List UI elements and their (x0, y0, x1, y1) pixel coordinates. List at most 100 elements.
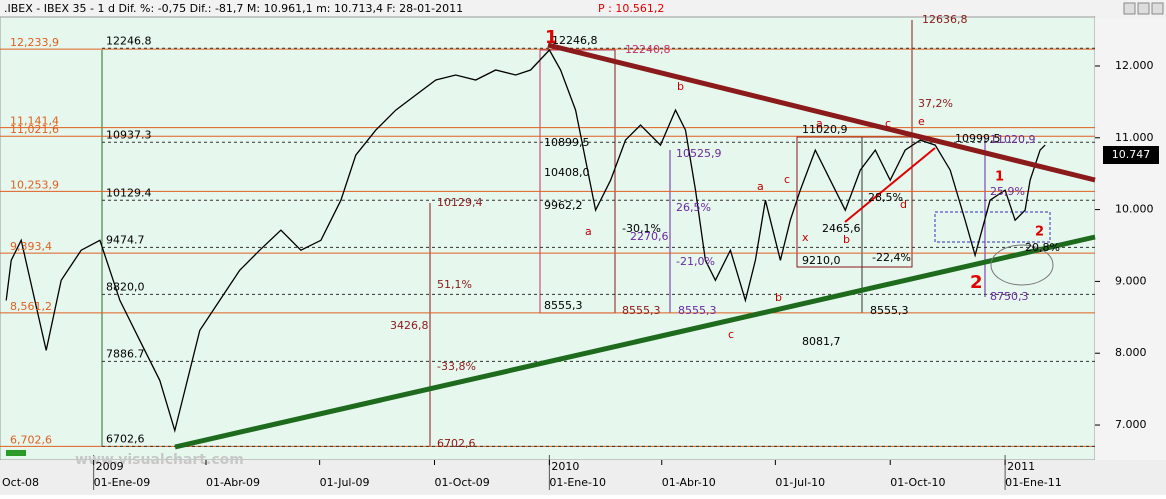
annotation: 11020,9 (990, 133, 1036, 146)
window-button[interactable] (1151, 2, 1164, 15)
x-tick-label: 01-Ene-10 (549, 476, 606, 489)
level-label: 6,702,6 (10, 433, 52, 446)
level-label: 8,561,2 (10, 300, 52, 313)
x-axis-area (0, 460, 1166, 495)
x-tick-label: Oct-08 (2, 476, 39, 489)
annotation: -21,0% (676, 255, 715, 268)
x-tick-label: 01-Oct-09 (435, 476, 490, 489)
price-layer (5, 48, 1046, 434)
fib-label: 8820,0 (106, 280, 145, 293)
last-price: 10.747 (1112, 148, 1151, 161)
fib-label: 10937.3 (106, 128, 152, 141)
y-axis-area (1095, 17, 1166, 460)
annotation: 9210,0 (802, 254, 841, 267)
support-line (174, 234, 1096, 450)
annotation: 8750,3 (990, 290, 1029, 303)
annotation: 8555,3 (544, 299, 583, 312)
annotation: 10899,5 (544, 136, 590, 149)
resistance-line (547, 42, 1096, 183)
last-price-box (1103, 146, 1159, 164)
annotation: 12240,8 (625, 43, 671, 56)
annotation: c (728, 328, 734, 341)
year-label: 2010 (551, 460, 579, 473)
highlight-ellipse (990, 244, 1054, 286)
annotation: b (843, 233, 850, 246)
annotation: 9962,2 (544, 199, 583, 212)
annotation: 10525,9 (676, 147, 722, 160)
annotation: a (585, 225, 592, 238)
annotation: d (900, 198, 907, 211)
annotation: 1 (995, 170, 1004, 185)
annotation: -22,4% (872, 251, 911, 264)
x-tick-label: 01-Ene-11 (1005, 476, 1062, 489)
watermark: www.visualchart.com (75, 452, 244, 468)
annotation: 8555,3 (678, 304, 717, 317)
annotation: 25,9% (990, 185, 1025, 198)
annotation: 26,5% (676, 201, 711, 214)
y-tick-label: 12.000 (1115, 59, 1154, 72)
x-tick-label: 01-Ene-09 (94, 476, 151, 489)
y-tick-label: 8.000 (1115, 346, 1147, 359)
annotation: 8081,7 (802, 335, 841, 348)
annotation: 2 (1035, 225, 1044, 240)
annotation: 2270,6 (630, 230, 669, 243)
indicator (6, 450, 26, 456)
annotation: c (885, 117, 891, 130)
annotation: 10129,4 (437, 196, 483, 209)
header-title: .IBEX - IBEX 35 - 1 d Dif. %: -0,75 Dif.… (4, 2, 463, 15)
window-button[interactable] (1137, 2, 1150, 15)
annotation: a (816, 117, 823, 130)
y-tick-label: 9.000 (1115, 274, 1147, 287)
annotation: 1 (545, 27, 558, 48)
header-last: P : 10.561,2 (598, 2, 664, 15)
level-label: 12,233,9 (10, 36, 59, 49)
annotation: b (775, 291, 782, 304)
annotation: 8555,3 (870, 304, 909, 317)
annotation: 37,2% (918, 97, 953, 110)
fib-label: 12246.8 (106, 34, 152, 47)
annotation: 8555,3 (622, 304, 661, 317)
annotation: 10999,5 (955, 132, 1001, 145)
annotation: -33,8% (437, 360, 476, 373)
annotation: 12246,8 (552, 34, 598, 47)
annotation: e (918, 115, 925, 128)
annotation: 28,5% (868, 191, 903, 204)
level-label: 11,141,4 (10, 115, 59, 128)
fib-label: 6702,6 (106, 432, 145, 445)
annotation: 10408,0 (544, 166, 590, 179)
price-line (5, 48, 1046, 434)
annotation: x (802, 231, 809, 244)
x-tick-label: 01-Abr-10 (662, 476, 716, 489)
trendlines (6, 42, 1096, 456)
y-tick-label: 11.000 (1115, 131, 1154, 144)
y-tick-label: 7.000 (1115, 418, 1147, 431)
annotation: -30,1% (622, 222, 661, 235)
annotation: 2 (970, 272, 983, 293)
annotation: 11020,9 (802, 123, 848, 136)
annotation: c (784, 173, 790, 186)
annotation: 20,8% (1025, 241, 1060, 254)
x-tick-label: 01-Jul-10 (775, 476, 825, 489)
year-label: 2011 (1007, 460, 1035, 473)
annotation: 12636,8 (922, 13, 968, 26)
y-tick-label: 10.000 (1115, 203, 1154, 216)
x-tick-label: 01-Abr-09 (206, 476, 260, 489)
level-label: 11,021,6 (10, 123, 59, 136)
annotation: 2465,6 (822, 222, 861, 235)
x-tick-label: 01-Jul-09 (320, 476, 370, 489)
header-bar (0, 0, 1166, 17)
annotation: 51,1% (437, 278, 472, 291)
window-button[interactable] (1123, 2, 1136, 15)
level-label: 9,393,4 (10, 240, 52, 253)
fib-label: 7886.7 (106, 347, 145, 360)
fib-label: 9474.7 (106, 233, 145, 246)
year-label: 2009 (96, 460, 124, 473)
annotation: 6702,6 (437, 437, 476, 450)
annotation: 3426,8 (390, 319, 429, 332)
fib-box (934, 211, 1051, 243)
x-tick-label: 01-Oct-10 (890, 476, 945, 489)
channel-line (844, 147, 936, 223)
annotation: b (677, 80, 684, 93)
